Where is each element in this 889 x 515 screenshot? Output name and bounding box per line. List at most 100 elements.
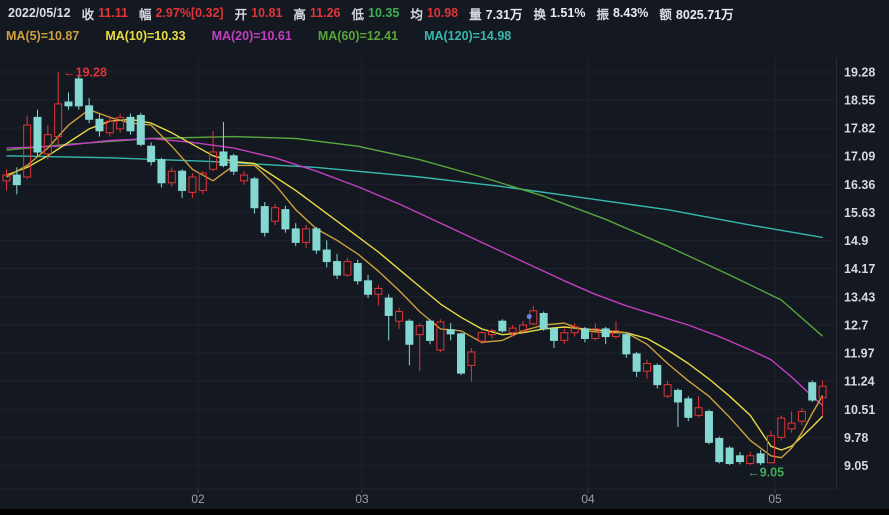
field-开: 开 10.81	[235, 4, 283, 23]
candle-up	[766, 435, 775, 464]
candle-up	[436, 321, 445, 351]
candle-down	[684, 398, 693, 418]
svg-text:19.28: 19.28	[844, 66, 875, 80]
ma-legend: MA(5)=10.87 MA(10)=10.33 MA(20)=10.61 MA(60…	[6, 27, 885, 45]
candle-down	[426, 320, 435, 341]
y-axis-labels: 19.28 18.55 17.82 17.09 16.36 15.63 14.9 14.17 1…	[844, 66, 875, 473]
candle-down	[157, 159, 166, 184]
svg-text:10.51: 10.51	[844, 403, 875, 417]
ma-legend-item-2: MA(10)=10.33	[105, 29, 186, 43]
candle-up	[2, 174, 11, 182]
field-label: 幅	[138, 7, 152, 22]
candle-down	[539, 313, 548, 330]
candle-down	[281, 209, 290, 230]
candle-up	[54, 103, 63, 138]
candle-up	[43, 134, 52, 155]
field-收: 收 11.11	[82, 4, 128, 23]
candle-down	[12, 174, 21, 186]
candle-up	[116, 116, 125, 130]
candle-up	[302, 228, 311, 243]
svg-text:14.17: 14.17	[844, 262, 875, 276]
candle-up	[198, 172, 207, 191]
candle-up	[415, 325, 424, 336]
field-低: 低 10.35	[352, 4, 400, 23]
candle-down	[364, 280, 373, 295]
candle-down	[178, 170, 187, 191]
candle-down	[632, 353, 641, 372]
candle-down	[704, 411, 713, 443]
svg-text:02: 02	[191, 492, 205, 506]
candle-down	[85, 105, 94, 120]
candle-down	[549, 328, 558, 341]
candle-up	[663, 384, 672, 397]
ma-legend-item-1: MA(5)=10.87	[6, 29, 80, 43]
candle-up	[818, 385, 827, 399]
ma-legend-item-5: MA(120)=14.98	[424, 29, 512, 43]
field-label: 开	[234, 7, 248, 22]
candle-down	[136, 114, 145, 145]
candle-up	[167, 170, 176, 184]
candle-up	[343, 261, 352, 276]
ma-line-ma5	[6, 108, 824, 459]
svg-text:18.55: 18.55	[844, 94, 875, 108]
candle-down	[808, 382, 817, 401]
candle-up	[777, 417, 786, 438]
candle-up	[787, 422, 796, 430]
candle-down	[333, 261, 342, 276]
candle-down	[725, 447, 734, 464]
svg-text:17.82: 17.82	[844, 122, 875, 136]
candle-down	[384, 297, 393, 316]
candle-up	[188, 176, 197, 193]
candle-down	[219, 151, 228, 166]
candle-up	[797, 411, 806, 422]
event-marker-dot	[526, 314, 532, 320]
svg-text:14.9: 14.9	[844, 234, 868, 248]
x-axis-labels: 02 03 04 05	[191, 492, 782, 506]
candle-down	[260, 206, 269, 233]
field-量: 量 7.31万	[469, 4, 522, 23]
candle-up	[508, 327, 517, 334]
svg-text:15.63: 15.63	[844, 206, 875, 220]
candle-down	[291, 228, 300, 243]
candle-up	[105, 120, 114, 134]
candle-up	[477, 332, 486, 342]
field-换: 换 1.51%	[533, 4, 585, 23]
quote-fields: 收 11.11 幅 2.97%[0.32] 开 10.81 高 11.26 低 10.35 均 10.…	[82, 4, 734, 23]
svg-text:13.43: 13.43	[844, 290, 875, 304]
candle-down	[250, 178, 259, 209]
candle-down	[353, 263, 362, 282]
date-label: 2022/05/12	[8, 6, 71, 20]
field-value: 8.43%	[612, 6, 649, 20]
high-annotation: ←19.28	[63, 66, 107, 80]
candle-up	[570, 326, 579, 334]
field-value: 1.51%	[549, 6, 586, 20]
candle-up	[611, 330, 620, 338]
candle-up	[519, 324, 527, 332]
candle-up	[591, 328, 600, 339]
candle-up	[209, 151, 218, 170]
candle-down	[601, 328, 610, 338]
candle-down	[405, 320, 414, 345]
candle-down	[322, 249, 331, 263]
candle-down	[457, 333, 466, 374]
candle-down	[33, 116, 42, 153]
field-value: 10.98	[426, 6, 459, 20]
candle-down	[147, 145, 156, 163]
candle-up	[560, 332, 569, 341]
svg-text:03: 03	[355, 492, 369, 506]
field-value: 10.81	[251, 6, 283, 20]
candle-down	[653, 364, 662, 386]
svg-text:05: 05	[768, 492, 782, 506]
svg-text:11.24: 11.24	[844, 375, 875, 389]
field-value: 11.26	[309, 6, 341, 20]
ma-legend-item-3: MA(20)=10.61	[211, 29, 292, 43]
candle-up	[23, 124, 32, 178]
field-value: 8025.71万	[675, 7, 734, 22]
field-label: 均	[410, 7, 423, 22]
candle-down	[95, 118, 104, 132]
ma-line-ma20	[6, 137, 824, 406]
ma-line-ma10	[6, 118, 824, 451]
svg-text:04: 04	[581, 492, 595, 506]
candle-down	[64, 101, 73, 107]
